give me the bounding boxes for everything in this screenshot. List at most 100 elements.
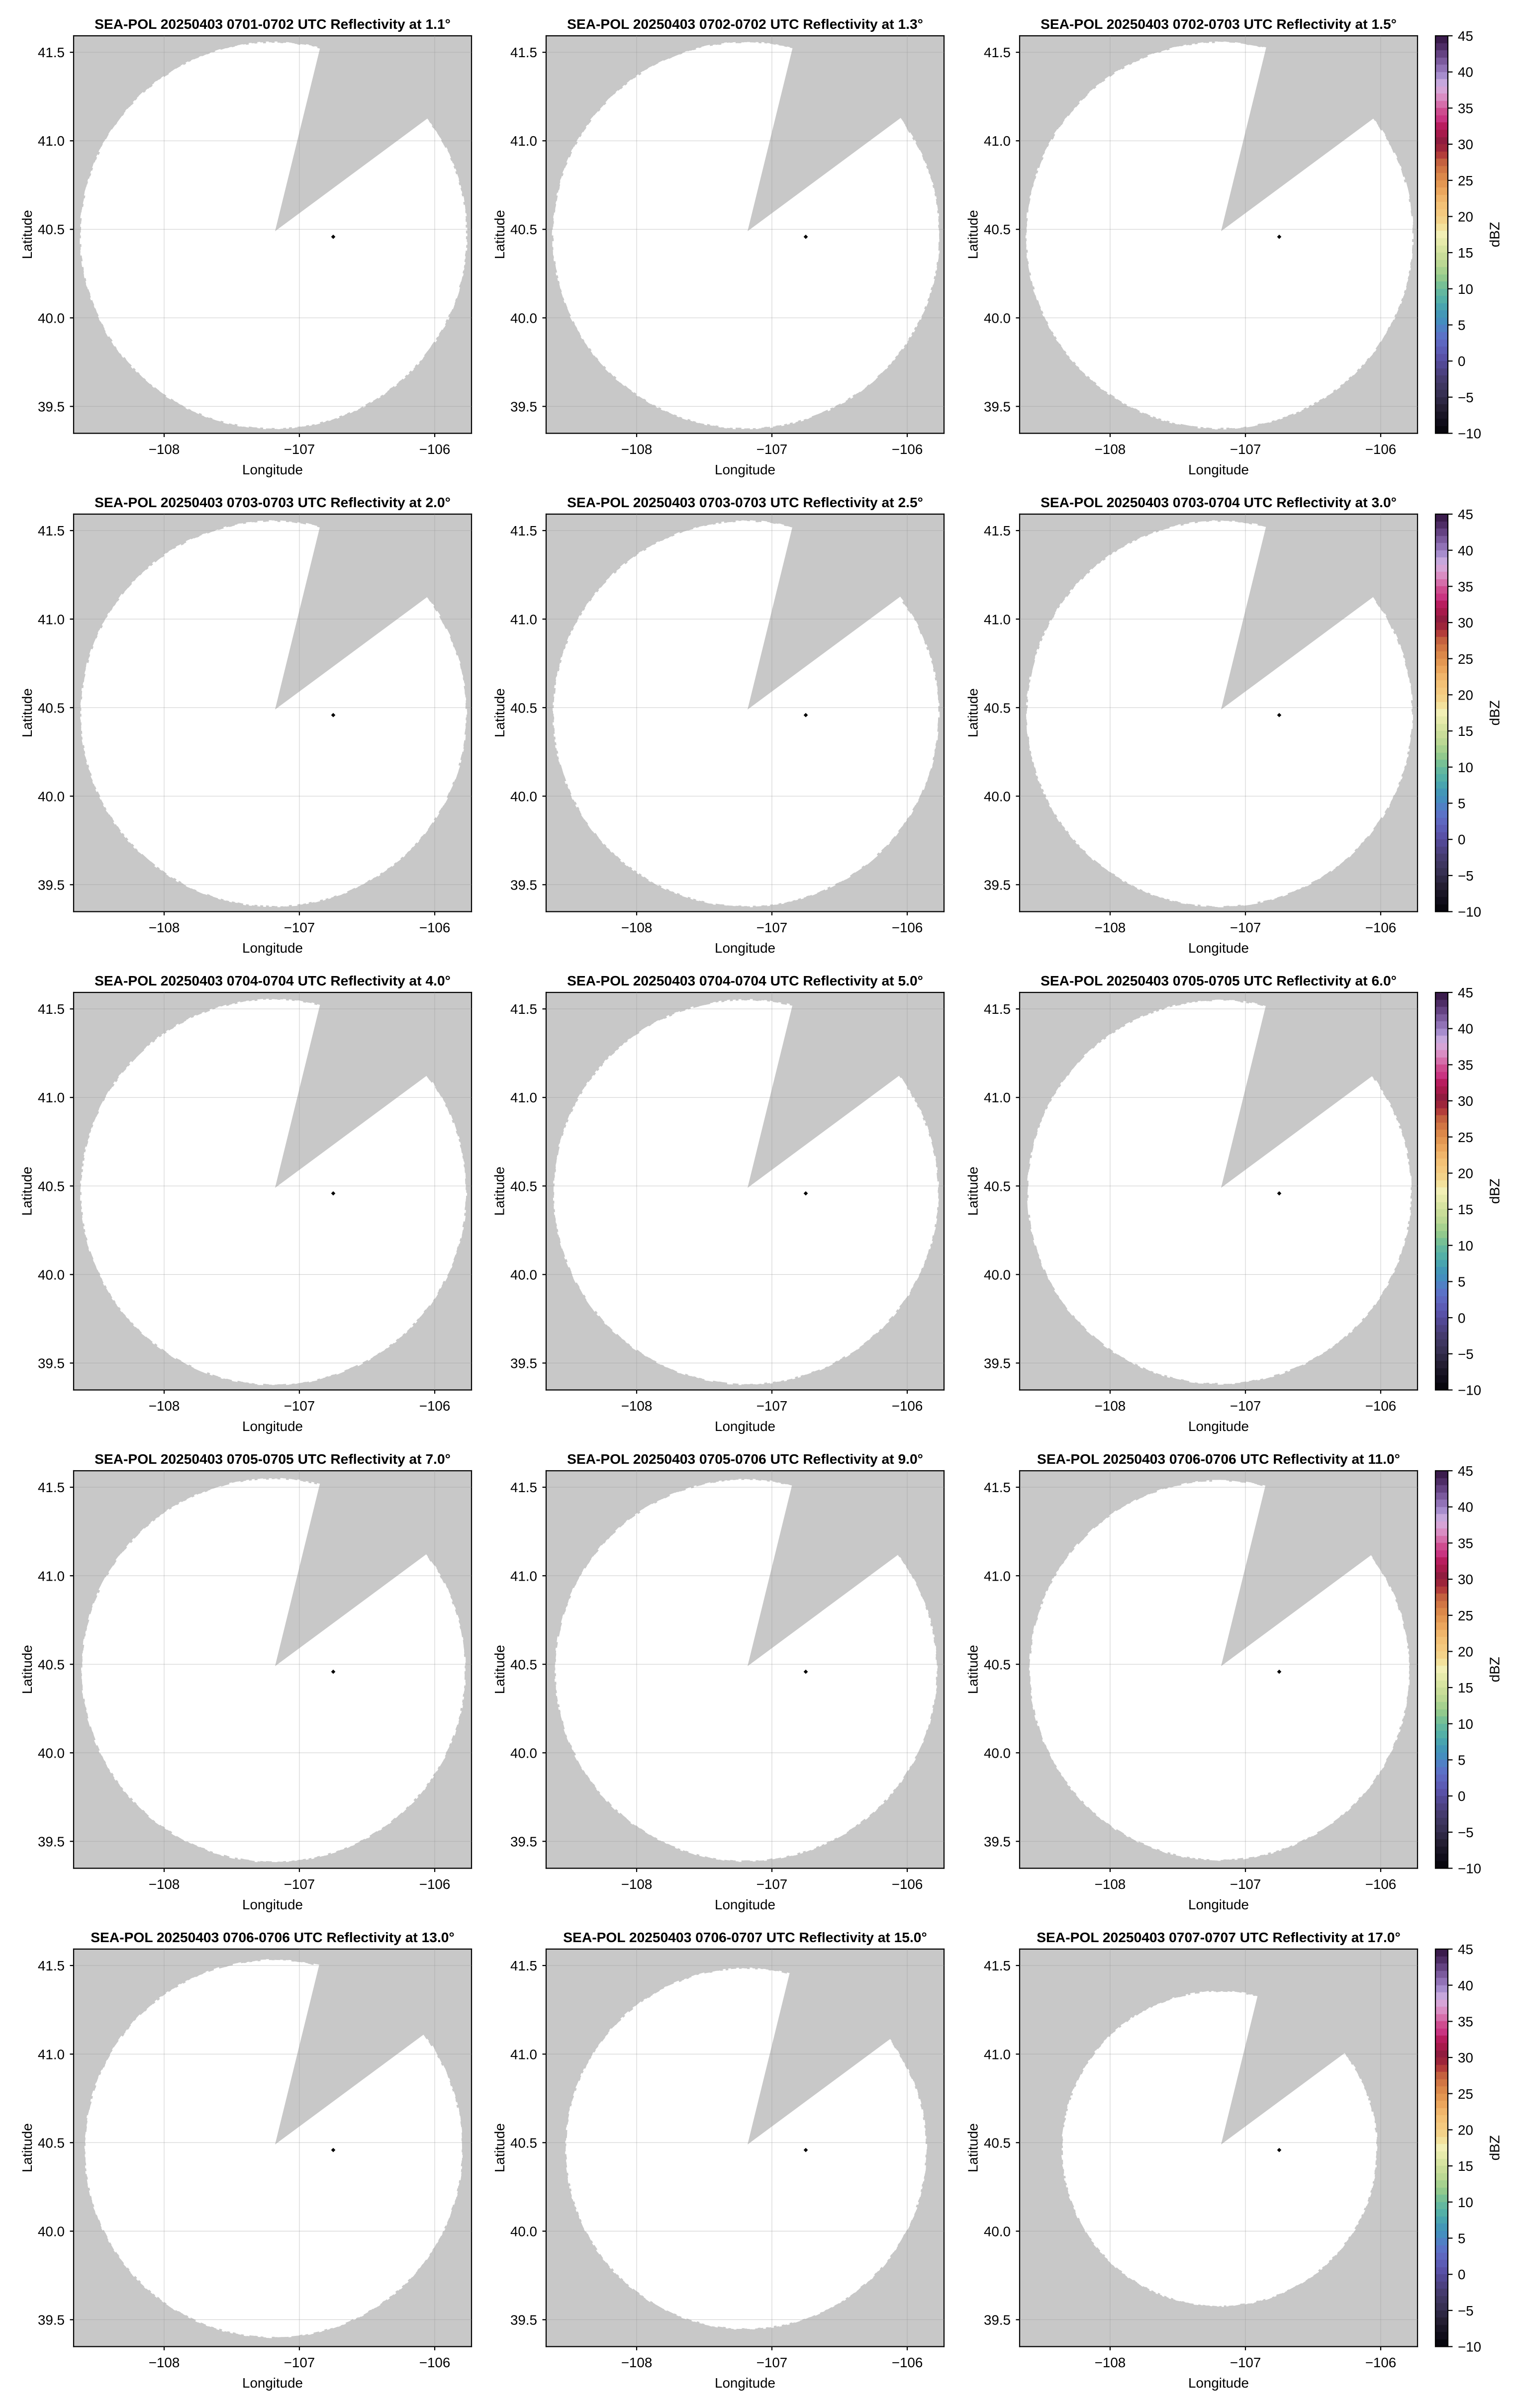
svg-text:Longitude: Longitude [1188,462,1249,477]
svg-text:40.0: 40.0 [510,2224,537,2239]
svg-text:Latitude: Latitude [492,2123,507,2172]
svg-text:41.5: 41.5 [510,1001,537,1017]
svg-text:−107: −107 [757,920,788,935]
svg-text:40.5: 40.5 [510,1657,537,1672]
svg-text:Latitude: Latitude [965,688,981,737]
svg-text:30: 30 [1458,1572,1473,1587]
svg-text:−107: −107 [1230,2355,1261,2370]
svg-text:−106: −106 [892,920,923,935]
svg-text:45: 45 [1458,985,1473,1000]
svg-text:41.0: 41.0 [38,1568,65,1584]
svg-text:40.5: 40.5 [38,222,65,237]
svg-text:35: 35 [1458,2014,1473,2029]
svg-text:41.5: 41.5 [984,1958,1011,1973]
svg-text:40.5: 40.5 [510,2135,537,2150]
svg-text:39.5: 39.5 [510,2312,537,2327]
svg-text:−106: −106 [419,920,451,935]
svg-text:39.5: 39.5 [510,1355,537,1371]
svg-text:25: 25 [1458,173,1473,188]
svg-text:Latitude: Latitude [492,210,507,259]
svg-text:15: 15 [1458,1680,1473,1695]
svg-text:SEA-POL 20250403 0705-0705 UTC: SEA-POL 20250403 0705-0705 UTC Reflectiv… [1041,973,1397,988]
svg-text:−106: −106 [419,1876,451,1892]
svg-text:Latitude: Latitude [965,2123,981,2172]
svg-text:20: 20 [1458,209,1473,224]
svg-text:Longitude: Longitude [715,940,775,956]
svg-text:41.0: 41.0 [510,1568,537,1584]
svg-text:−5: −5 [1458,2303,1474,2319]
svg-text:−106: −106 [419,442,451,457]
svg-text:41.0: 41.0 [984,1568,1011,1584]
svg-text:−106: −106 [1365,2355,1397,2370]
svg-text:40.5: 40.5 [38,1178,65,1194]
svg-text:41.5: 41.5 [984,1001,1011,1017]
svg-text:−108: −108 [621,1398,653,1414]
svg-text:−107: −107 [757,1398,788,1414]
svg-text:0: 0 [1458,832,1465,847]
svg-text:39.5: 39.5 [38,2312,65,2327]
svg-text:−10: −10 [1458,2339,1481,2355]
svg-text:39.5: 39.5 [984,1355,1011,1371]
svg-text:−108: −108 [149,442,180,457]
svg-text:SEA-POL 20250403 0703-0704 UTC: SEA-POL 20250403 0703-0704 UTC Reflectiv… [1041,494,1397,510]
svg-text:−108: −108 [1095,1876,1126,1892]
svg-text:0: 0 [1458,1788,1465,1804]
svg-text:dBZ: dBZ [1487,2135,1502,2160]
svg-text:−10: −10 [1458,1861,1481,1876]
svg-text:−5: −5 [1458,1346,1474,1362]
svg-text:40.0: 40.0 [510,1745,537,1761]
svg-text:20: 20 [1458,2122,1473,2138]
svg-text:−108: −108 [1095,1398,1126,1414]
svg-text:40.0: 40.0 [984,1267,1011,1282]
svg-text:Longitude: Longitude [1188,1897,1249,1912]
svg-text:−108: −108 [621,2355,653,2370]
svg-text:−107: −107 [284,1876,315,1892]
svg-text:Latitude: Latitude [492,688,507,737]
svg-text:5: 5 [1458,317,1465,333]
svg-text:45: 45 [1458,1942,1473,1957]
svg-text:41.0: 41.0 [38,133,65,149]
svg-text:−106: −106 [892,1876,923,1892]
svg-text:30: 30 [1458,137,1473,152]
svg-text:40.0: 40.0 [510,310,537,326]
svg-text:SEA-POL 20250403 0706-0706 UTC: SEA-POL 20250403 0706-0706 UTC Reflectiv… [91,1929,455,1945]
svg-text:−106: −106 [1365,442,1397,457]
svg-text:−107: −107 [757,1876,788,1892]
svg-text:15: 15 [1458,1202,1473,1217]
svg-text:−107: −107 [284,1398,315,1414]
svg-text:41.5: 41.5 [38,1958,65,1973]
svg-text:39.5: 39.5 [984,2312,1011,2327]
svg-text:45: 45 [1458,507,1473,522]
svg-text:40: 40 [1458,1021,1473,1037]
svg-text:SEA-POL 20250403 0702-0703 UTC: SEA-POL 20250403 0702-0703 UTC Reflectiv… [1041,16,1397,32]
svg-text:41.0: 41.0 [510,133,537,149]
svg-text:SEA-POL 20250403 0705-0705 UTC: SEA-POL 20250403 0705-0705 UTC Reflectiv… [95,1451,451,1467]
svg-text:45: 45 [1458,1463,1473,1479]
svg-text:Latitude: Latitude [492,1166,507,1216]
svg-text:40.5: 40.5 [510,222,537,237]
svg-text:−107: −107 [1230,1398,1261,1414]
svg-text:25: 25 [1458,2086,1473,2102]
svg-text:dBZ: dBZ [1487,700,1502,725]
svg-text:SEA-POL 20250403 0702-0702 UTC: SEA-POL 20250403 0702-0702 UTC Reflectiv… [567,16,923,32]
svg-text:−108: −108 [149,1398,180,1414]
svg-text:41.5: 41.5 [984,45,1011,60]
svg-text:40.0: 40.0 [510,789,537,804]
svg-text:39.5: 39.5 [510,399,537,414]
svg-text:Latitude: Latitude [965,1645,981,1694]
svg-text:39.5: 39.5 [510,877,537,892]
svg-text:SEA-POL 20250403 0704-0704 UTC: SEA-POL 20250403 0704-0704 UTC Reflectiv… [95,973,451,988]
svg-text:10: 10 [1458,1716,1473,1732]
svg-text:−108: −108 [621,1876,653,1892]
svg-text:SEA-POL 20250403 0707-0707 UTC: SEA-POL 20250403 0707-0707 UTC Reflectiv… [1037,1929,1401,1945]
svg-text:40.0: 40.0 [38,789,65,804]
svg-text:−107: −107 [284,920,315,935]
svg-text:−107: −107 [757,442,788,457]
svg-text:41.5: 41.5 [38,523,65,538]
svg-text:41.0: 41.0 [510,1090,537,1105]
svg-text:Longitude: Longitude [715,1419,775,1434]
svg-text:−106: −106 [1365,1398,1397,1414]
svg-text:SEA-POL 20250403 0704-0704 UTC: SEA-POL 20250403 0704-0704 UTC Reflectiv… [567,973,923,988]
svg-text:Longitude: Longitude [242,1897,303,1912]
svg-text:Longitude: Longitude [242,462,303,477]
